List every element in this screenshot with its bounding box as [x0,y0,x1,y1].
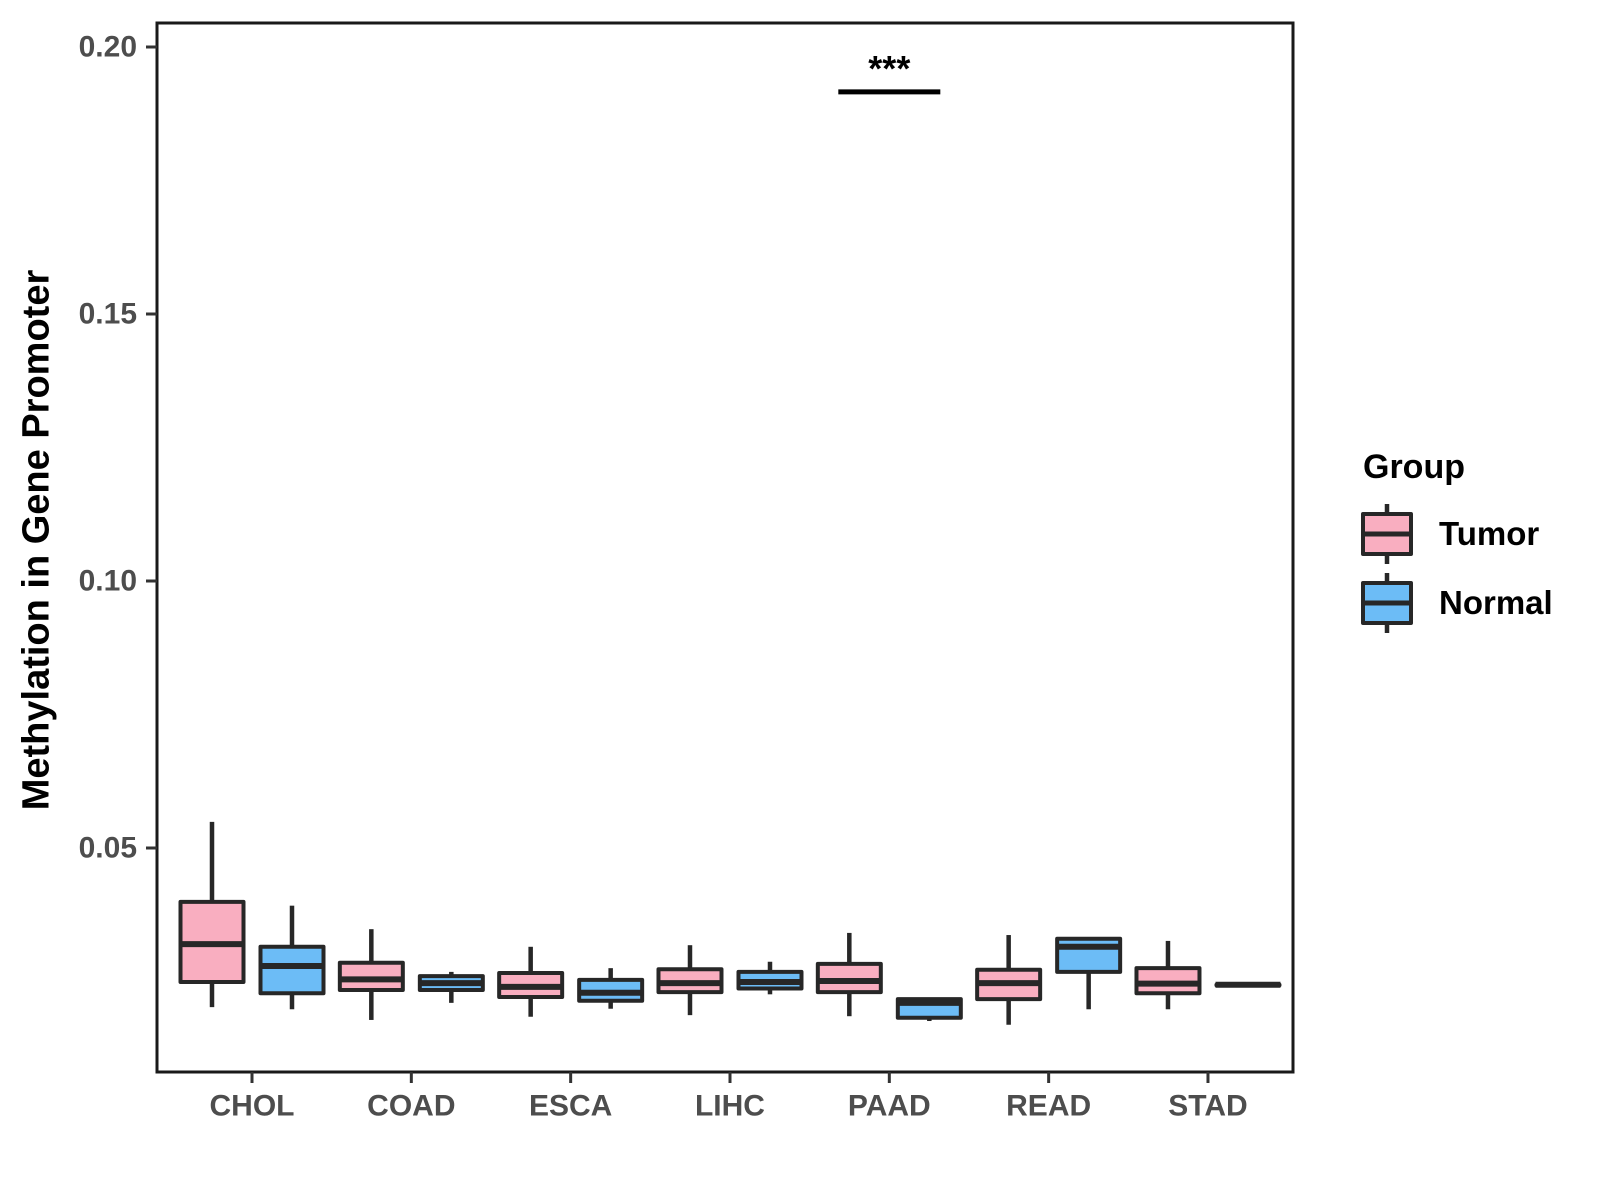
box-normal-CHOL [258,944,326,996]
significance-stars: *** [868,48,910,89]
x-tick-label: ESCA [529,1090,612,1123]
panel-border [155,21,1295,1074]
normal-boxplot-key-icon [1361,573,1413,633]
legend-title: Group [1363,448,1465,486]
x-tick-label: READ [1006,1090,1091,1123]
x-tick-label: LIHC [695,1090,765,1123]
y-tick-label: 0.20 [79,31,137,64]
legend-item-tumor: Tumor [1360,503,1553,565]
x-tick-label: CHOL [210,1090,295,1123]
y-axis-title: Methylation in Gene Promoter [15,269,58,811]
legend: Group Tumor Normal [1360,448,1553,641]
x-tick-label: COAD [367,1090,455,1123]
tumor-boxplot-key-icon [1361,504,1413,564]
y-tick-label: 0.10 [79,565,137,598]
legend-item-normal-label: Normal [1439,584,1553,621]
x-tick-label: PAAD [848,1090,931,1123]
y-tick-label: 0.15 [79,298,137,331]
legend-item-normal: Normal [1360,572,1553,634]
legend-item-tumor-label: Tumor [1439,515,1540,552]
box-normal-READ [1055,936,1123,974]
y-tick-label: 0.05 [79,832,137,865]
x-tick-label: STAD [1168,1090,1247,1123]
